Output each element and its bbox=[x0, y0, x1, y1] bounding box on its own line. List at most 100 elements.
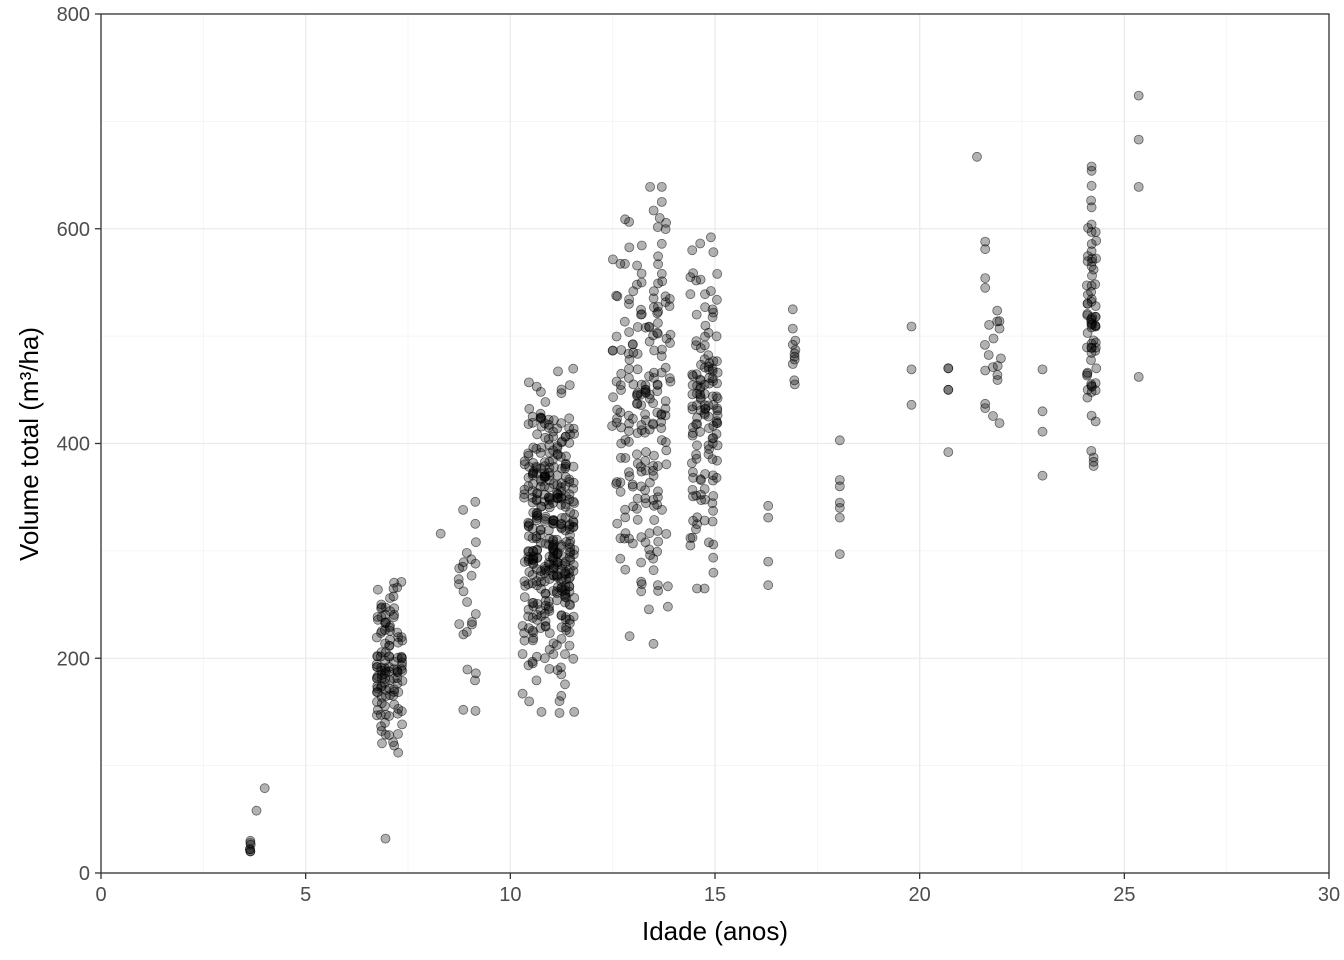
data-point bbox=[536, 707, 547, 717]
data-point bbox=[564, 476, 575, 487]
data-point bbox=[664, 293, 675, 304]
data-point bbox=[636, 466, 647, 477]
data-point bbox=[624, 471, 635, 482]
x-axis-ticks: 0 5 10 15 20 25 30 bbox=[95, 873, 1340, 906]
data-point bbox=[628, 347, 639, 358]
data-point bbox=[700, 404, 711, 415]
data-point bbox=[517, 649, 528, 659]
data-point bbox=[616, 422, 627, 433]
data-point bbox=[528, 598, 539, 608]
data-point bbox=[653, 492, 663, 503]
data-point bbox=[372, 612, 383, 622]
data-point bbox=[467, 617, 477, 627]
data-point bbox=[644, 604, 654, 615]
data-point bbox=[543, 414, 554, 425]
data-point bbox=[553, 366, 563, 377]
data-point bbox=[454, 563, 465, 574]
data-point bbox=[656, 351, 667, 362]
data-point bbox=[1083, 223, 1093, 233]
data-point bbox=[372, 651, 383, 662]
data-point bbox=[517, 688, 528, 699]
data-point bbox=[554, 696, 565, 707]
data-point bbox=[380, 602, 391, 613]
data-point bbox=[656, 181, 667, 192]
data-point bbox=[470, 668, 481, 679]
data-point bbox=[980, 273, 991, 284]
data-point bbox=[556, 418, 567, 429]
data-point bbox=[627, 481, 638, 492]
data-point bbox=[695, 426, 705, 437]
data-point bbox=[251, 805, 262, 816]
data-point bbox=[388, 583, 399, 594]
data-point bbox=[685, 540, 696, 551]
data-point bbox=[636, 240, 647, 251]
data-point bbox=[636, 481, 646, 492]
data-point bbox=[700, 362, 710, 373]
data-point bbox=[640, 384, 651, 395]
data-point bbox=[565, 429, 575, 440]
data-point bbox=[656, 367, 667, 378]
data-point bbox=[393, 729, 403, 739]
data-point bbox=[527, 417, 538, 428]
x-tick-label: 0 bbox=[95, 884, 106, 906]
data-point bbox=[652, 461, 663, 471]
data-point bbox=[531, 381, 542, 392]
data-point bbox=[564, 423, 575, 434]
data-point bbox=[692, 583, 702, 594]
data-point bbox=[549, 415, 559, 426]
data-point bbox=[834, 435, 845, 446]
data-point bbox=[699, 340, 710, 351]
data-point bbox=[528, 627, 539, 638]
data-point bbox=[1037, 470, 1048, 481]
data-point bbox=[649, 345, 660, 356]
data-point bbox=[556, 564, 567, 574]
data-point bbox=[556, 388, 567, 399]
data-point bbox=[636, 309, 646, 320]
data-point bbox=[703, 327, 714, 338]
data-point bbox=[556, 482, 566, 493]
data-point bbox=[524, 403, 535, 414]
data-point bbox=[568, 461, 579, 472]
data-point bbox=[528, 635, 538, 646]
data-point bbox=[708, 376, 718, 387]
data-point bbox=[392, 708, 403, 719]
data-point bbox=[763, 512, 774, 523]
data-point bbox=[691, 449, 701, 460]
data-point bbox=[688, 428, 698, 439]
data-point bbox=[620, 564, 631, 575]
data-point bbox=[834, 481, 845, 492]
data-point bbox=[663, 601, 673, 612]
data-point bbox=[648, 565, 659, 576]
data-point bbox=[1037, 426, 1048, 437]
x-axis-title: Idade (anos) bbox=[642, 916, 788, 946]
data-point bbox=[906, 364, 917, 375]
data-point bbox=[519, 484, 530, 495]
data-point bbox=[699, 515, 710, 526]
data-point bbox=[649, 450, 659, 461]
data-point bbox=[1086, 280, 1097, 291]
data-point bbox=[980, 339, 990, 350]
data-point bbox=[532, 614, 542, 625]
data-point bbox=[653, 586, 663, 596]
data-point bbox=[632, 322, 643, 332]
data-point bbox=[692, 440, 702, 451]
data-point bbox=[458, 704, 469, 715]
data-point bbox=[245, 835, 256, 846]
data-point bbox=[380, 673, 391, 684]
data-point bbox=[632, 260, 642, 271]
data-point bbox=[388, 656, 399, 667]
data-point bbox=[632, 493, 643, 504]
data-point bbox=[652, 526, 663, 536]
data-point bbox=[644, 424, 655, 435]
data-point bbox=[656, 196, 667, 207]
data-point bbox=[699, 400, 710, 411]
data-point bbox=[531, 675, 542, 686]
data-point bbox=[692, 380, 702, 391]
data-point bbox=[615, 477, 626, 488]
data-point bbox=[834, 502, 845, 513]
data-point bbox=[648, 470, 659, 481]
data-point bbox=[519, 576, 530, 587]
data-point bbox=[708, 567, 719, 578]
data-point bbox=[653, 259, 663, 270]
data-point bbox=[620, 453, 631, 463]
